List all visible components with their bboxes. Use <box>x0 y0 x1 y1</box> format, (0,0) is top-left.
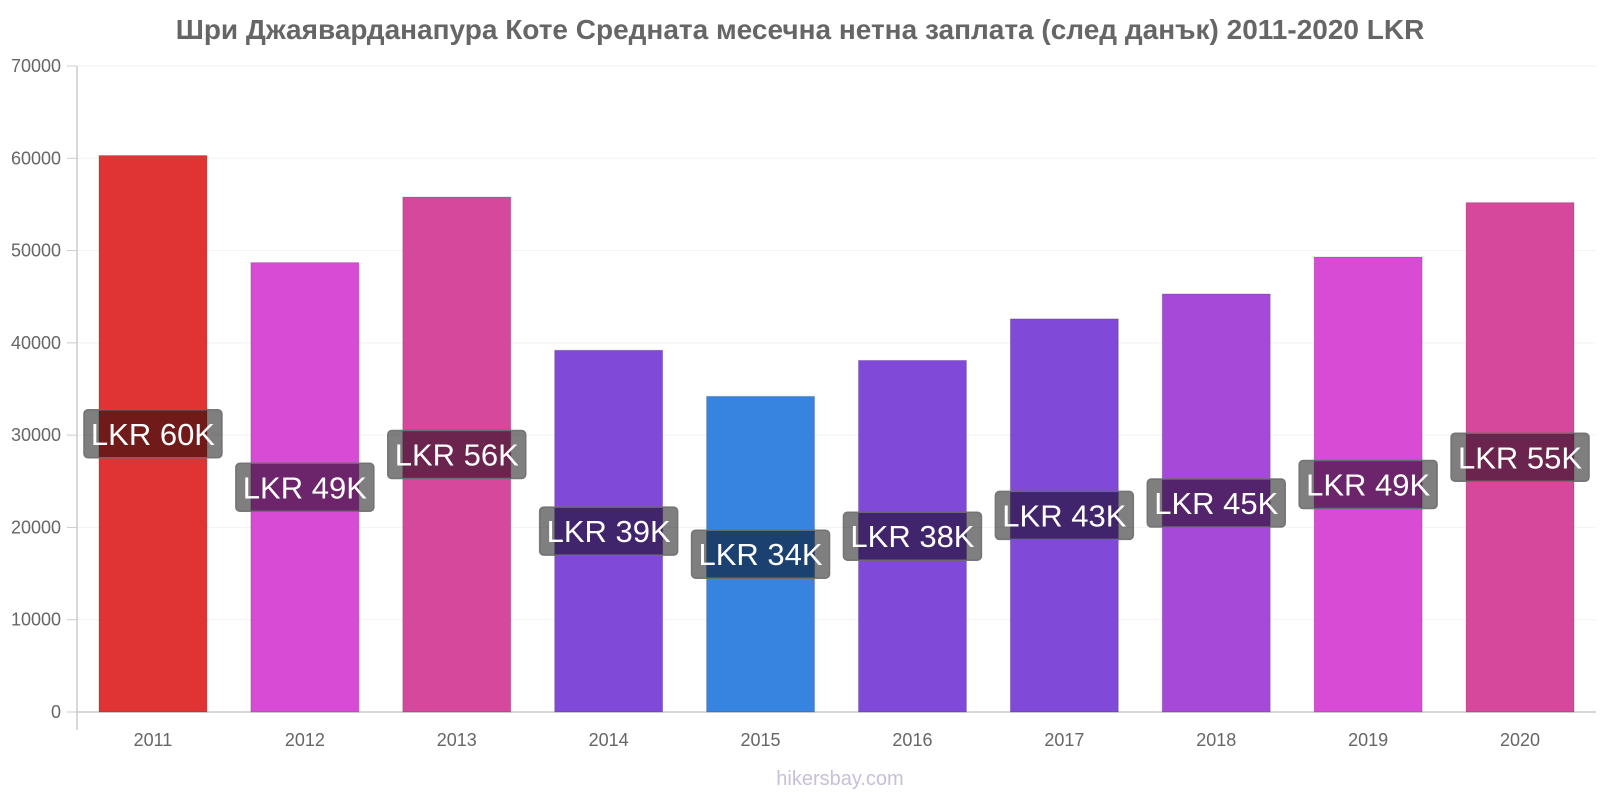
x-tick-label: 2015 <box>741 730 781 750</box>
x-tick-label: 2018 <box>1196 730 1236 750</box>
x-tick-label: 2011 <box>134 730 173 750</box>
data-label-text: LKR 38K <box>850 519 974 554</box>
y-tick-label: 0 <box>51 702 61 722</box>
data-label: LKR 38K <box>842 511 983 561</box>
data-label: LKR 39K <box>538 506 679 556</box>
y-tick-label: 50000 <box>11 241 61 261</box>
data-label-box <box>842 511 983 561</box>
data-label-text: LKR 60K <box>91 417 215 452</box>
x-tick-label: 2012 <box>285 730 325 750</box>
x-tick-label: 2017 <box>1044 730 1084 750</box>
data-label-box <box>1298 459 1438 510</box>
data-label-text: LKR 43K <box>1002 498 1126 533</box>
data-label: LKR 45K <box>1146 478 1286 528</box>
x-tick-label: 2014 <box>589 730 629 750</box>
data-label-box <box>1146 478 1286 528</box>
data-label-box <box>235 462 375 513</box>
bars <box>98 155 1575 713</box>
data-label: LKR 34K <box>690 529 831 579</box>
data-label-box <box>387 429 527 480</box>
y-tick-label: 60000 <box>11 148 61 168</box>
data-label: LKR 49K <box>1298 459 1438 510</box>
data-label-box <box>690 529 831 579</box>
data-label: LKR 43K <box>994 490 1135 541</box>
data-label-text: LKR 39K <box>547 514 671 549</box>
x-tick-label: 2016 <box>892 730 932 750</box>
x-tick-label: 2013 <box>437 730 477 750</box>
y-tick-label: 30000 <box>11 425 61 445</box>
y-tick-label: 20000 <box>11 517 61 537</box>
axes: 0 10000 20000 30000 40000 50000 60000 70000 2011… <box>11 56 1596 750</box>
data-label: LKR 49K <box>235 462 375 513</box>
data-label: LKR 56K <box>387 429 527 480</box>
data-label: LKR 60K <box>83 409 223 459</box>
data-label-text: LKR 56K <box>395 438 519 473</box>
data-label-text: LKR 55K <box>1458 440 1582 475</box>
data-label-box <box>538 506 679 556</box>
data-label-box <box>1450 432 1590 483</box>
data-label-box <box>83 409 223 459</box>
y-tick-label: 10000 <box>11 610 61 630</box>
data-label-text: LKR 49K <box>1306 468 1430 503</box>
x-tick-label: 2020 <box>1500 730 1540 750</box>
y-tick-label: 40000 <box>11 333 61 353</box>
x-tick-label: 2019 <box>1348 730 1388 750</box>
data-label-text: LKR 49K <box>243 470 367 505</box>
y-tick-label: 70000 <box>11 56 61 76</box>
data-label: LKR 55K <box>1450 432 1590 483</box>
chart-title: Шри Джаяварданапура Коте Средната месечн… <box>175 14 1425 45</box>
data-label-box <box>994 490 1135 541</box>
watermark: hikersbay.com <box>776 768 904 790</box>
data-label-text: LKR 34K <box>699 537 823 572</box>
data-label-text: LKR 45K <box>1154 486 1278 521</box>
data-labels: LKR 60K LKR 49K LKR 56K LKR 39K LKR 34K LKR 3… <box>83 409 1590 579</box>
